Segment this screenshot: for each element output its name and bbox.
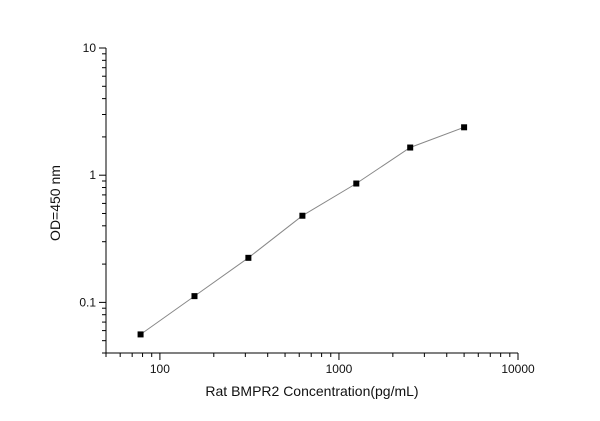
y-tick-label: 0.1 xyxy=(79,295,96,309)
data-point xyxy=(353,180,360,187)
x-axis-title: Rat BMPR2 Concentration(pg/mL) xyxy=(205,383,418,399)
data-point xyxy=(245,254,252,261)
data-point xyxy=(137,331,144,338)
x-tick-label: 1000 xyxy=(326,362,353,376)
y-tick-label: 1 xyxy=(89,168,96,182)
data-point xyxy=(461,124,468,131)
data-point xyxy=(299,212,306,219)
y-tick-label: 10 xyxy=(83,41,97,55)
marks xyxy=(137,124,468,338)
x-tick-label: 100 xyxy=(150,362,170,376)
x-tick-label: 10000 xyxy=(501,362,535,376)
data-point xyxy=(191,293,198,300)
series-line xyxy=(140,126,465,335)
y-axis-title: OD=450 nm xyxy=(47,165,63,241)
data-point xyxy=(407,144,414,151)
axes: 100 1000 10000 0.1 1 10 xyxy=(79,41,535,376)
